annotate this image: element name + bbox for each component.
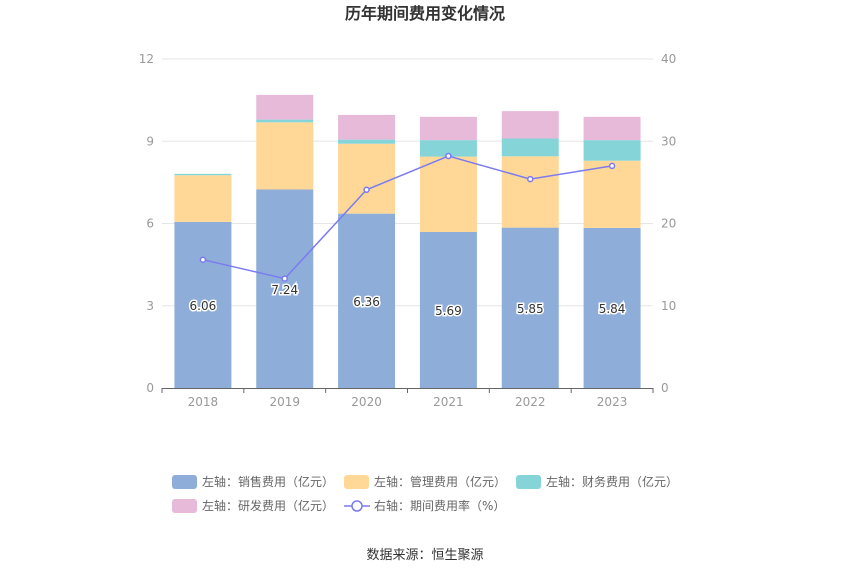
legend-marker (351, 500, 363, 512)
bar-segment (174, 221, 232, 388)
bar-data-label: 6.06 (190, 299, 217, 313)
bar-segment (419, 116, 477, 141)
legend-swatch (172, 475, 197, 489)
legend-label: 左轴：研发费用（亿元） (202, 498, 334, 513)
x-tick-label: 2021 (433, 395, 464, 409)
bar-data-label: 5.85 (517, 302, 544, 316)
legend-swatch (516, 475, 541, 489)
x-tick-label: 2019 (269, 395, 300, 409)
bar-segment (256, 189, 314, 388)
bar-segment (338, 114, 396, 140)
bar-layer (174, 94, 641, 388)
bar-data-label: 6.36 (353, 295, 380, 309)
bar-data-label: 7.24 (271, 283, 298, 297)
y-right-tick-label: 20 (661, 217, 676, 231)
bar-segment (501, 156, 559, 228)
series-line (202, 155, 613, 280)
bar-segment (583, 227, 641, 388)
line-point (281, 275, 288, 282)
chart-title: 历年期间费用变化情况 (345, 4, 505, 23)
legend-label: 右轴：期间费用率（%） (374, 498, 505, 513)
line-point (445, 152, 452, 160)
x-tick-label: 2023 (597, 395, 628, 409)
legend: 左轴：销售费用（亿元） 左轴：管理费用（亿元） 左轴：财务费用（亿元） 左轴：研发费用… (172, 474, 678, 513)
legend-swatch (344, 475, 369, 489)
y-left-tick-label: 12 (139, 52, 154, 66)
x-tick-label: 2018 (188, 395, 219, 409)
x-tick-label: 2020 (351, 395, 382, 409)
bar-segment (501, 138, 559, 157)
y-right-tick-label: 0 (661, 381, 669, 395)
bar-segment (419, 231, 477, 388)
y-left-tick-label: 9 (146, 134, 154, 148)
y-right-tick-label: 30 (661, 134, 676, 148)
label-layer: 6.06 7.24 6.36 5.69 5.85 5.84 (188, 281, 627, 319)
legend-label: 左轴：销售费用（亿元） (202, 474, 334, 489)
source-note: 数据来源：恒生聚源 (366, 548, 483, 563)
bar-data-label: 5.69 (435, 304, 462, 318)
bar-segment (583, 160, 641, 228)
bar-segment (338, 139, 396, 144)
legend-label: 左轴：财务费用（亿元） (546, 474, 678, 489)
x-tick-label: 2022 (515, 395, 546, 409)
legend-label: 左轴：管理费用（亿元） (374, 474, 506, 489)
bar-segment (583, 140, 641, 161)
line-layer (199, 152, 616, 282)
bar-segment (419, 156, 477, 232)
y-left-tick-label: 6 (146, 217, 154, 231)
bar-segment (501, 227, 559, 388)
bar-segment (338, 213, 396, 388)
line-point (527, 175, 534, 183)
bar-segment (256, 119, 314, 123)
bar-segment (174, 173, 232, 176)
bar-segment (256, 122, 314, 190)
legend-swatch (172, 499, 197, 513)
grid-layer (162, 58, 653, 307)
line-point (608, 162, 616, 170)
bar-segment (501, 111, 559, 139)
bar-data-label: 5.84 (599, 302, 626, 316)
y-right-tick-label: 10 (661, 299, 676, 313)
y-right-tick-label: 40 (661, 52, 676, 66)
line-point (199, 256, 207, 263)
bar-segment (256, 94, 314, 120)
bar-segment (583, 116, 641, 141)
axis-layer: 0 3 6 9 12 0 10 20 30 40 2018 2019 2020 2021 2022 2023 (139, 52, 677, 409)
line-point (363, 186, 370, 194)
bar-segment (419, 140, 477, 157)
y-left-tick-label: 0 (146, 381, 154, 395)
bar-segment (338, 143, 396, 214)
y-left-tick-label: 3 (146, 299, 154, 313)
bar-segment (174, 175, 232, 222)
